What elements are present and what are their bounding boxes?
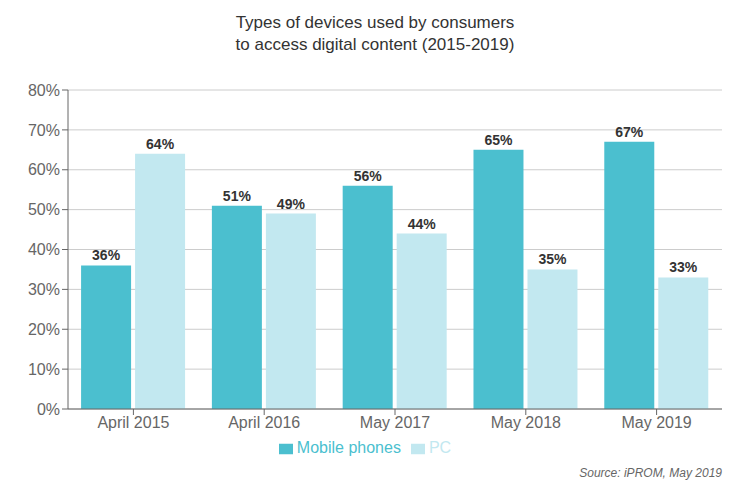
- svg-text:70%: 70%: [28, 122, 60, 139]
- html-text:PC: PC: [428, 439, 452, 456]
- svg-text:April 2015: April 2015: [97, 414, 169, 431]
- svg-text:64%: 64%: [146, 136, 175, 152]
- svg-text:44%: 44%: [408, 216, 437, 232]
- svg-text:60%: 60%: [28, 161, 60, 178]
- svg-text:20%: 20%: [28, 321, 60, 338]
- svg-text:56%: 56%: [354, 168, 383, 184]
- svg-text:May 2019: May 2019: [621, 414, 691, 431]
- svg-text:May 2018: May 2018: [491, 414, 561, 431]
- svg-text:67%: 67%: [615, 124, 644, 140]
- html-text:Mobile phones: Mobile phones: [296, 439, 401, 456]
- svg-text:April 2016: April 2016: [228, 414, 300, 431]
- svg-text:51%: 51%: [223, 188, 252, 204]
- html-text:to access digital content (201: to access digital content (2015-2019): [235, 35, 515, 54]
- svg-text:30%: 30%: [28, 281, 60, 298]
- svg-text:0%: 0%: [37, 401, 60, 418]
- html-text:Types of devices used by consu: Types of devices used by consumers: [235, 13, 515, 32]
- svg-text:80%: 80%: [28, 82, 60, 99]
- svg-text:10%: 10%: [28, 361, 60, 378]
- svg-text:36%: 36%: [92, 247, 121, 263]
- svg-text:50%: 50%: [28, 201, 60, 218]
- html-text:Source: iPROM, May 2019: Source: iPROM, May 2019: [579, 466, 722, 480]
- svg-text:40%: 40%: [28, 241, 60, 258]
- svg-text:49%: 49%: [277, 196, 306, 212]
- svg-text:May 2017: May 2017: [360, 414, 430, 431]
- svg-text:33%: 33%: [669, 259, 698, 275]
- svg-text:35%: 35%: [538, 251, 567, 267]
- svg-text:65%: 65%: [484, 132, 513, 148]
